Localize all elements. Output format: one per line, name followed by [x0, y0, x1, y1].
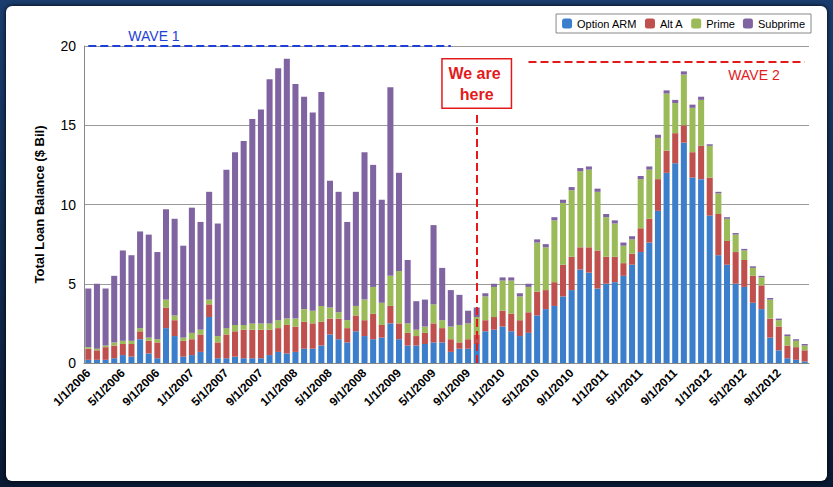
- svg-text:10: 10: [60, 197, 76, 213]
- svg-text:9/1/2012: 9/1/2012: [741, 366, 784, 409]
- svg-text:5/1/2011: 5/1/2011: [603, 366, 646, 409]
- svg-text:1/1/2012: 1/1/2012: [671, 366, 715, 409]
- svg-text:1/1/2008: 1/1/2008: [257, 366, 301, 409]
- svg-text:5/1/2007: 5/1/2007: [188, 366, 232, 409]
- svg-text:1/1/2006: 1/1/2006: [50, 366, 94, 409]
- svg-text:Alt A: Alt A: [660, 18, 683, 30]
- svg-text:5/1/2009: 5/1/2009: [395, 366, 439, 409]
- svg-text:9/1/2007: 9/1/2007: [223, 366, 266, 409]
- svg-text:5: 5: [68, 276, 76, 292]
- svg-text:1/1/2010: 1/1/2010: [464, 366, 508, 409]
- svg-text:15: 15: [60, 117, 76, 133]
- svg-text:9/1/2010: 9/1/2010: [534, 366, 577, 409]
- svg-text:WAVE 1: WAVE 1: [128, 28, 180, 44]
- svg-text:9/1/2006: 9/1/2006: [119, 366, 163, 409]
- svg-text:5/1/2006: 5/1/2006: [84, 366, 128, 409]
- svg-text:Total Loan Balance ($ Bil): Total Loan Balance ($ Bil): [32, 126, 47, 284]
- svg-text:Subprime: Subprime: [758, 18, 805, 30]
- svg-text:0: 0: [68, 355, 76, 371]
- svg-text:5/1/2008: 5/1/2008: [292, 366, 335, 409]
- svg-text:Prime: Prime: [706, 18, 735, 30]
- svg-text:20: 20: [60, 38, 76, 54]
- svg-text:We are: We are: [448, 65, 505, 82]
- svg-text:5/1/2012: 5/1/2012: [706, 366, 750, 409]
- svg-text:1/1/2007: 1/1/2007: [153, 366, 197, 409]
- svg-text:9/1/2011: 9/1/2011: [637, 366, 681, 409]
- svg-text:here: here: [460, 86, 494, 103]
- svg-text:1/1/2011: 1/1/2011: [569, 366, 612, 409]
- svg-text:5/1/2010: 5/1/2010: [499, 366, 543, 409]
- svg-text:1/1/2009: 1/1/2009: [361, 366, 404, 409]
- svg-text:Option ARM: Option ARM: [577, 18, 636, 30]
- svg-text:WAVE 2: WAVE 2: [728, 67, 780, 83]
- svg-text:9/1/2009: 9/1/2009: [430, 366, 473, 409]
- svg-text:9/1/2008: 9/1/2008: [326, 366, 370, 409]
